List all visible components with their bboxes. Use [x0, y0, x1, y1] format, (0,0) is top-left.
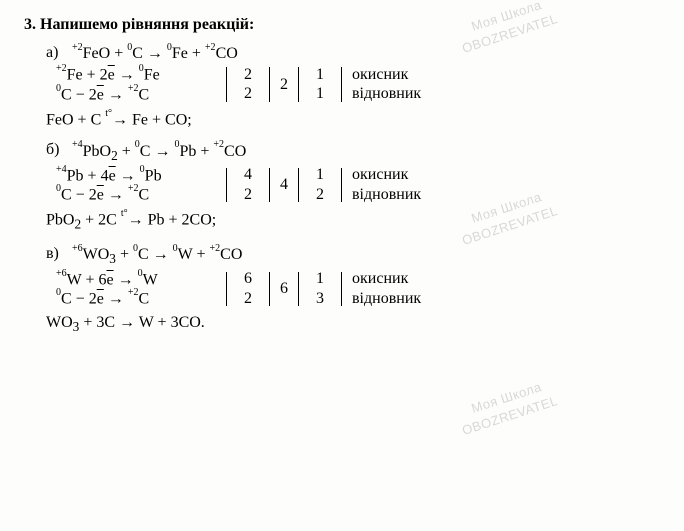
heading: 3. Напишемо рівняння реакцій:: [24, 16, 660, 34]
coef-1: 1: [309, 66, 331, 84]
part-label: а): [46, 44, 68, 62]
role-oxidizer: окисник: [352, 166, 421, 184]
reaction-part-a: а) +2FeO + 0C → 0Fe + +2CO +2Fe + 2e → 0…: [24, 44, 660, 129]
coef-2: 2: [309, 186, 331, 204]
coef-2: 1: [309, 85, 331, 103]
final-equation: WO3 + 3C → W + 3CO.: [46, 314, 660, 335]
electrons-2: 2: [237, 85, 259, 103]
heading-text: Напишемо рівняння реакцій:: [40, 16, 254, 33]
coef-2: 3: [309, 290, 331, 308]
lcm: 6: [270, 270, 298, 309]
watermark: OBOZREVATEL: [460, 393, 559, 438]
part-label: в): [46, 245, 68, 263]
reaction-part-c: в) +6WO3 + 0C → 0W + +2CO +6W + 6e → 0W …: [24, 245, 660, 335]
coef-1: 1: [309, 166, 331, 184]
half-reaction-1: +6W + 6e → 0W: [56, 270, 216, 289]
half-reaction-2: 0C − 2e → +2C: [56, 85, 216, 104]
role-reducer: відновник: [352, 85, 421, 103]
electron-balance-table: +4Pb + 4e → 0Pb 0C − 2e → +2C 4 2 4 1 2 …: [46, 166, 660, 205]
coef-1: 1: [309, 270, 331, 288]
lcm: 4: [270, 166, 298, 205]
electrons-1: 2: [237, 66, 259, 84]
electrons-2: 2: [237, 290, 259, 308]
electrons-1: 4: [237, 166, 259, 184]
scheme-equation: +4PbO2 + 0C → 0Pb + +2CO: [72, 143, 246, 160]
final-equation: PbO2 + 2C t°→ Pb + 2CO;: [46, 210, 660, 233]
role-reducer: відновник: [352, 290, 421, 308]
final-equation: FeO + C t°→ Fe + CO;: [46, 110, 660, 129]
electron-balance-table: +6W + 6e → 0W 0C − 2e → +2C 6 2 6 1 3 ок…: [46, 270, 660, 309]
reaction-part-b: б) +4PbO2 + 0C → 0Pb + +2CO +4Pb + 4e → …: [24, 141, 660, 233]
watermark: Моя Школа: [469, 379, 543, 416]
lcm: 2: [270, 65, 298, 104]
role-oxidizer: окисник: [352, 66, 421, 84]
role-oxidizer: окисник: [352, 270, 421, 288]
scheme-equation: +2FeO + 0C → 0Fe + +2CO: [72, 45, 238, 62]
half-reaction-2: 0C − 2e → +2C: [56, 289, 216, 308]
scheme-equation: +6WO3 + 0C → 0W + +2CO: [72, 246, 242, 263]
role-reducer: відновник: [352, 186, 421, 204]
half-reaction-1: +2Fe + 2e → 0Fe: [56, 65, 216, 84]
electrons-2: 2: [237, 186, 259, 204]
electrons-1: 6: [237, 270, 259, 288]
electron-balance-table: +2Fe + 2e → 0Fe 0C − 2e → +2C 2 2 2 1 1 …: [46, 65, 660, 104]
half-reaction-2: 0C − 2e → +2C: [56, 185, 216, 204]
part-label: б): [46, 141, 68, 159]
heading-number: 3.: [24, 16, 36, 33]
